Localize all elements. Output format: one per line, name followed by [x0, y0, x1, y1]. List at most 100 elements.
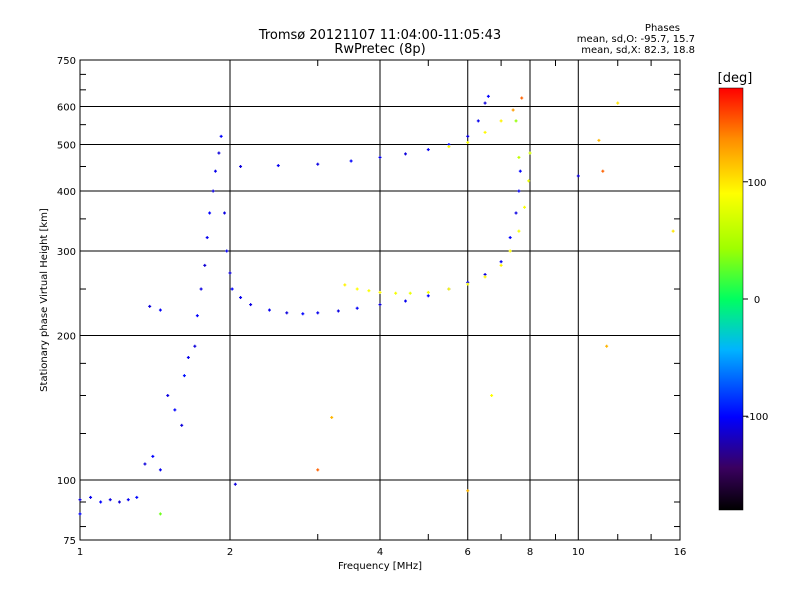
- data-point: [158, 468, 162, 472]
- colorbar-tick-label: -100: [746, 412, 769, 423]
- data-point: [483, 130, 487, 134]
- stray-point: [671, 229, 675, 233]
- chart-title: Tromsø 20121107 11:04:00-11:05:43: [258, 28, 501, 43]
- x-tick-label: 10: [572, 547, 585, 558]
- data-point: [158, 308, 162, 312]
- colorbar-tick-label: 100: [747, 178, 766, 189]
- stray-point: [316, 468, 320, 472]
- data-point: [520, 96, 524, 100]
- y-tick-label: 600: [57, 103, 76, 114]
- data-point: [466, 134, 470, 138]
- x-tick-label: 8: [527, 547, 533, 558]
- stray-point: [78, 512, 82, 516]
- data-point: [518, 169, 522, 173]
- data-point: [514, 119, 518, 123]
- data-point: [230, 287, 234, 291]
- x-tick-label: 6: [465, 547, 471, 558]
- stray-point: [330, 415, 334, 419]
- phases-heading: Phases: [645, 23, 680, 34]
- data-point: [195, 314, 199, 318]
- colorbar-tick-label: 0: [754, 295, 760, 306]
- data-point: [403, 152, 407, 156]
- data-point: [408, 291, 412, 295]
- data-point: [217, 151, 221, 155]
- data-point: [205, 236, 209, 240]
- data-point: [193, 344, 197, 348]
- data-point: [225, 249, 229, 253]
- x-tick-label: 4: [377, 547, 383, 558]
- y-axis-label: Stationary phase Virtual Height [km]: [39, 208, 50, 392]
- data-point: [517, 155, 521, 159]
- data-point: [343, 283, 347, 287]
- stray-point: [466, 489, 470, 493]
- y-tick-label: 750: [57, 56, 76, 67]
- x-axis-label: Frequency [MHz]: [338, 561, 422, 572]
- y-tick-label: 300: [57, 247, 76, 258]
- colorbar-ticks: 100 0 -100: [743, 178, 768, 423]
- data-point: [476, 119, 480, 123]
- data-point: [135, 495, 139, 499]
- chart-subtitle: RwPretec (8p): [334, 42, 425, 57]
- data-point: [211, 189, 215, 193]
- data-point: [239, 296, 243, 300]
- y-axis-ticks: 75 100 200 300 400 500 600 750: [57, 56, 680, 547]
- data-point: [499, 119, 503, 123]
- x-axis-ticks: 1 2 4 6 8 10 16: [77, 60, 686, 558]
- stray-point: [490, 394, 494, 398]
- data-point: [378, 155, 382, 159]
- data-point: [126, 498, 130, 502]
- data-point: [466, 282, 470, 286]
- data-point: [117, 500, 121, 504]
- data-point: [517, 229, 521, 233]
- data-point: [466, 140, 470, 144]
- data-point: [514, 211, 518, 215]
- data-point: [517, 189, 521, 193]
- data-point: [173, 408, 177, 412]
- stray-point: [597, 138, 601, 142]
- colorbar: [718, 87, 744, 511]
- data-point: [151, 454, 155, 458]
- data-point: [483, 275, 487, 279]
- data-point: [355, 306, 359, 310]
- data-point: [528, 151, 532, 155]
- stray-point: [233, 482, 237, 486]
- stray-point: [158, 512, 162, 516]
- data-point: [367, 289, 371, 293]
- stray-point: [576, 174, 580, 178]
- y-tick-label: 75: [63, 536, 76, 547]
- data-point: [426, 148, 430, 152]
- data-point: [301, 312, 305, 316]
- x-tick-label: 2: [227, 547, 233, 558]
- data-point: [276, 164, 280, 168]
- phases-o-stats: mean, sd,O: -95.7, 15.7: [577, 34, 695, 45]
- colorbar-title: [deg]: [718, 71, 753, 86]
- data-point: [394, 291, 398, 295]
- data-point: [499, 263, 503, 267]
- data-point: [186, 355, 190, 359]
- data-point: [349, 159, 353, 163]
- data-points: [78, 94, 675, 516]
- data-point: [148, 304, 152, 308]
- data-point: [182, 374, 186, 378]
- y-tick-label: 100: [57, 476, 76, 487]
- data-point: [78, 498, 82, 502]
- stray-point: [601, 169, 605, 173]
- data-point: [223, 211, 227, 215]
- y-tick-label: 400: [57, 187, 76, 198]
- data-point: [316, 162, 320, 166]
- data-point: [527, 179, 531, 183]
- data-point: [199, 287, 203, 291]
- y-tick-label: 200: [57, 332, 76, 343]
- data-point: [180, 423, 184, 427]
- data-point: [228, 271, 232, 275]
- data-point: [378, 303, 382, 307]
- data-point: [285, 311, 289, 315]
- data-point: [511, 108, 515, 112]
- data-point: [203, 263, 207, 267]
- data-point: [166, 394, 170, 398]
- data-point: [239, 164, 243, 168]
- data-point: [378, 290, 382, 294]
- data-point: [508, 236, 512, 240]
- data-point: [219, 134, 223, 138]
- data-point: [143, 462, 147, 466]
